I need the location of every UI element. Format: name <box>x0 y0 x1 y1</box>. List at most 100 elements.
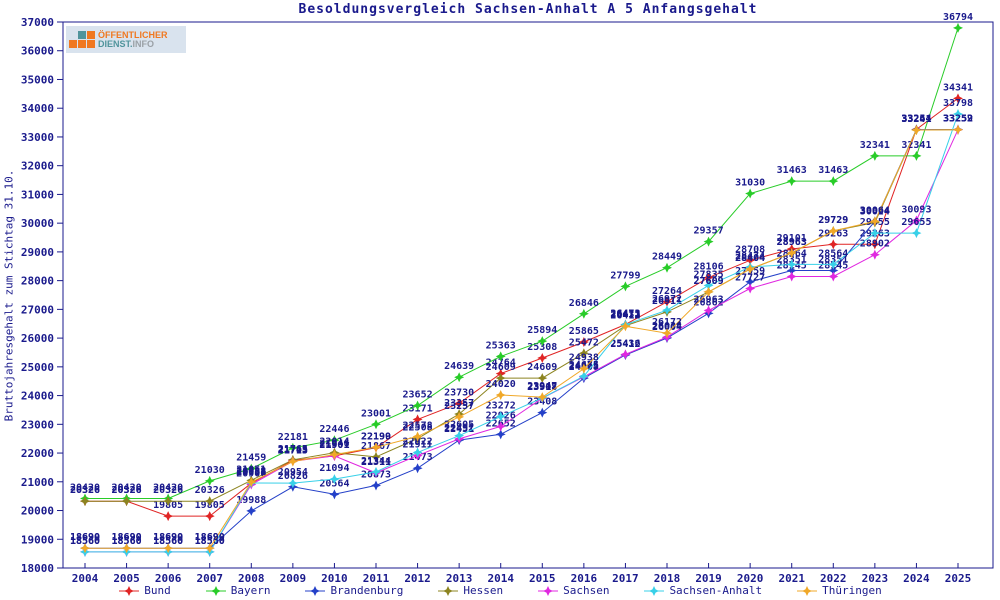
point-label-hessen: 20326 <box>112 485 142 496</box>
logo-oeffentlicher-dienst: ÖFFENTLICHER DIENST.INFO <box>66 26 186 53</box>
point-label-bayern: 29357 <box>694 226 724 237</box>
point-label-sachsen-anhalt: 18560 <box>112 536 142 547</box>
point-label-th-ringen: 23947 <box>527 381 557 392</box>
point-label-sachsen-anhalt: 23917 <box>527 382 557 393</box>
point-label-sachsen: 30093 <box>901 204 931 215</box>
point-label-hessen: 22014 <box>319 437 349 448</box>
point-label-bayern: 20420 <box>112 482 142 493</box>
logo-line1: ÖFFENTLICHER <box>98 29 168 40</box>
point-label-hessen: 20326 <box>195 485 225 496</box>
y-tick-label: 37000 <box>21 16 54 29</box>
point-label-th-ringen: 33241 <box>901 114 931 125</box>
point-label-hessen: 28963 <box>777 237 807 248</box>
point-label-bayern: 21459 <box>236 453 266 464</box>
series-bund: 2032620326198051980520951217452190122190… <box>70 82 973 522</box>
y-tick-label: 32000 <box>21 160 54 173</box>
x-tick-label: 2016 <box>571 572 598 585</box>
x-tick-label: 2021 <box>778 572 805 585</box>
point-label-sachsen: 18560 <box>70 536 100 547</box>
point-label-th-ringen: 26172 <box>652 317 682 328</box>
point-label-sachsen: 18560 <box>153 536 183 547</box>
y-tick-label: 27000 <box>21 303 54 316</box>
x-tick-label: 2023 <box>862 572 889 585</box>
point-label-bayern: 36794 <box>943 12 973 23</box>
point-label-bayern: 23652 <box>403 390 433 401</box>
series-bayern: 20420 20420 20420 21030 21459 22181 22446 23001… <box>70 12 973 504</box>
point-label-sachsen-anhalt: 27835 <box>694 269 724 280</box>
x-tick-label: 2019 <box>695 572 722 585</box>
point-label-th-ringen: 18690 <box>112 532 142 543</box>
point-label-sachsen: 23908 <box>527 382 557 393</box>
legend-label: Sachsen <box>563 584 610 597</box>
point-label-sachsen-anhalt: 26471 <box>610 309 640 320</box>
point-label-brandenburg: 25412 <box>610 339 640 350</box>
legend-marker-icon <box>119 585 140 596</box>
x-tick-label: 2006 <box>155 572 182 585</box>
point-label-bayern: 24639 <box>444 361 474 372</box>
point-label-bayern: 26846 <box>569 298 599 309</box>
point-label-bund: 23730 <box>444 387 474 398</box>
point-label-brandenburg: 26004 <box>652 322 682 333</box>
point-label-sachsen: 21713 <box>278 445 308 456</box>
point-label-sachsen: 18560 <box>112 536 142 547</box>
point-label-hessen: 28404 <box>735 253 765 264</box>
point-label-sachsen: 27727 <box>735 272 765 283</box>
x-axis: 2004 2005 2006 2007 2008 2009 2010 2011 2012 2013… <box>72 563 971 585</box>
point-label-bund: 26473 <box>610 309 640 320</box>
legend-label: Thüringen <box>822 584 882 597</box>
y-tick-label: 21000 <box>21 476 54 489</box>
point-label-bund: 33264 <box>901 113 931 124</box>
point-label-sachsen: 22492 <box>444 423 474 434</box>
legend-item-sachsen-anhalt: Sachsen-Anhalt <box>643 584 762 597</box>
point-label-bund: 20326 <box>70 485 100 496</box>
point-label-sachsen-anhalt: 28564 <box>818 248 848 259</box>
point-label-sachsen: 33252 <box>943 114 973 125</box>
point-label-hessen: 26911 <box>652 296 682 307</box>
point-label-hessen: 20326 <box>70 485 100 496</box>
point-label-sachsen-anhalt: 20958 <box>236 467 266 478</box>
series-th-ringen: 18690 18690 18690 18690 20988 21705 21946 22199… <box>70 114 973 554</box>
point-label-brandenburg: 19988 <box>236 495 266 506</box>
point-label-th-ringen: 28404 <box>735 253 765 264</box>
point-label-bayern: 25894 <box>527 325 557 336</box>
point-label-sachsen: 25436 <box>610 338 640 349</box>
point-label-bayern: 22181 <box>278 432 308 443</box>
logo-text: ÖFFENTLICHER DIENST.INFO <box>98 29 168 49</box>
point-label-sachsen-anhalt: 23272 <box>486 400 516 411</box>
legend-marker-icon <box>644 585 665 596</box>
y-tick-label: 36000 <box>21 45 54 58</box>
point-label-brandenburg: 20826 <box>278 471 308 482</box>
point-label-bayern: 31463 <box>818 165 848 176</box>
point-label-th-ringen: 18690 <box>70 532 100 543</box>
point-label-bund: 34341 <box>943 82 973 93</box>
x-tick-label: 2009 <box>280 572 307 585</box>
point-label-th-ringen: 26412 <box>610 310 640 321</box>
point-label-bayern: 28449 <box>652 252 682 263</box>
point-label-th-ringen: 18690 <box>153 532 183 543</box>
y-tick-label: 18000 <box>21 562 54 575</box>
point-label-sachsen-anhalt: 28474 <box>735 251 765 262</box>
y-tick-label: 29000 <box>21 246 54 259</box>
chart-title: Besoldungsvergleich Sachsen-Anhalt A 5 A… <box>298 2 758 17</box>
point-label-hessen: 24609 <box>527 362 557 373</box>
point-label-hessen: 30024 <box>860 206 890 217</box>
point-label-sachsen-anhalt: 18560 <box>70 536 100 547</box>
point-label-brandenburg: 18690 <box>195 532 225 543</box>
point-label-sachsen-anhalt: 21094 <box>319 463 349 474</box>
series-line-bund <box>85 97 959 517</box>
y-tick-label: 26000 <box>21 332 54 345</box>
point-label-sachsen: 28902 <box>860 239 890 250</box>
legend-label: Hessen <box>463 584 504 597</box>
point-label-hessen: 23357 <box>444 398 474 409</box>
y-tick-label: 20000 <box>21 505 54 518</box>
point-label-hessen: 21765 <box>278 444 308 455</box>
point-label-hessen: 20326 <box>153 485 183 496</box>
point-label-bund: 25308 <box>527 342 557 353</box>
legend-marker-icon <box>205 585 226 596</box>
point-label-sachsen-anhalt: 33798 <box>943 98 973 109</box>
point-label-brandenburg: 18690 <box>112 532 142 543</box>
point-label-bund: 20326 <box>112 485 142 496</box>
x-tick-label: 2012 <box>404 572 431 585</box>
